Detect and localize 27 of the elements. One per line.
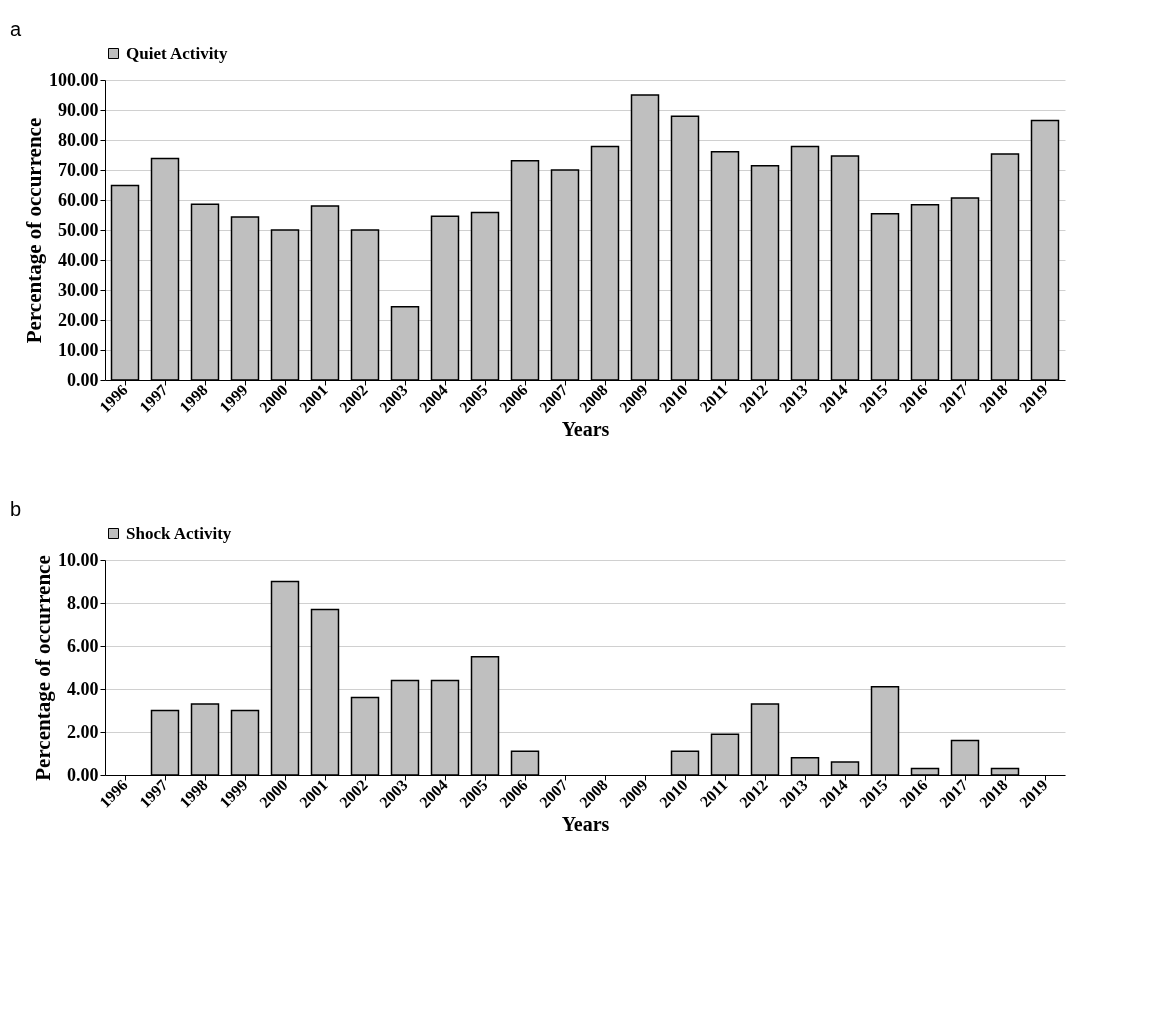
legend-label: Shock Activity [126,523,232,543]
y-tick-label: 2.00 [67,721,99,742]
y-tick-label: 10.00 [58,549,99,570]
y-tick-label: 6.00 [67,635,99,656]
y-tick-label: 8.00 [67,592,99,613]
y-axis-title: Percentage of occurrence [22,117,46,344]
x-axis-title: Years [561,417,610,440]
y-tick-label: 70.00 [58,159,99,180]
y-tick-label: 50.00 [58,219,99,240]
y-tick-label: 0.00 [67,369,99,390]
y-tick-label: 60.00 [58,189,99,210]
y-tick-label: 0.00 [67,764,99,785]
y-tick-label: 10.00 [58,339,99,360]
y-tick-label: 40.00 [58,249,99,270]
y-axis-title: Percentage of occurrence [31,555,55,781]
text: a [10,18,22,40]
y-tick-label: 90.00 [58,99,99,120]
x-tick-label: 2011 [696,776,731,811]
text: b [10,498,22,520]
x-tick-label: 2011 [696,381,731,416]
y-tick-label: 100.00 [49,69,99,90]
y-tick-label: 20.00 [58,309,99,330]
x-axis-title: Years [561,812,610,835]
y-tick-label: 4.00 [67,678,99,699]
y-tick-label: 30.00 [58,279,99,300]
legend-label: Quiet Activity [126,43,229,63]
y-tick-label: 80.00 [58,129,99,150]
